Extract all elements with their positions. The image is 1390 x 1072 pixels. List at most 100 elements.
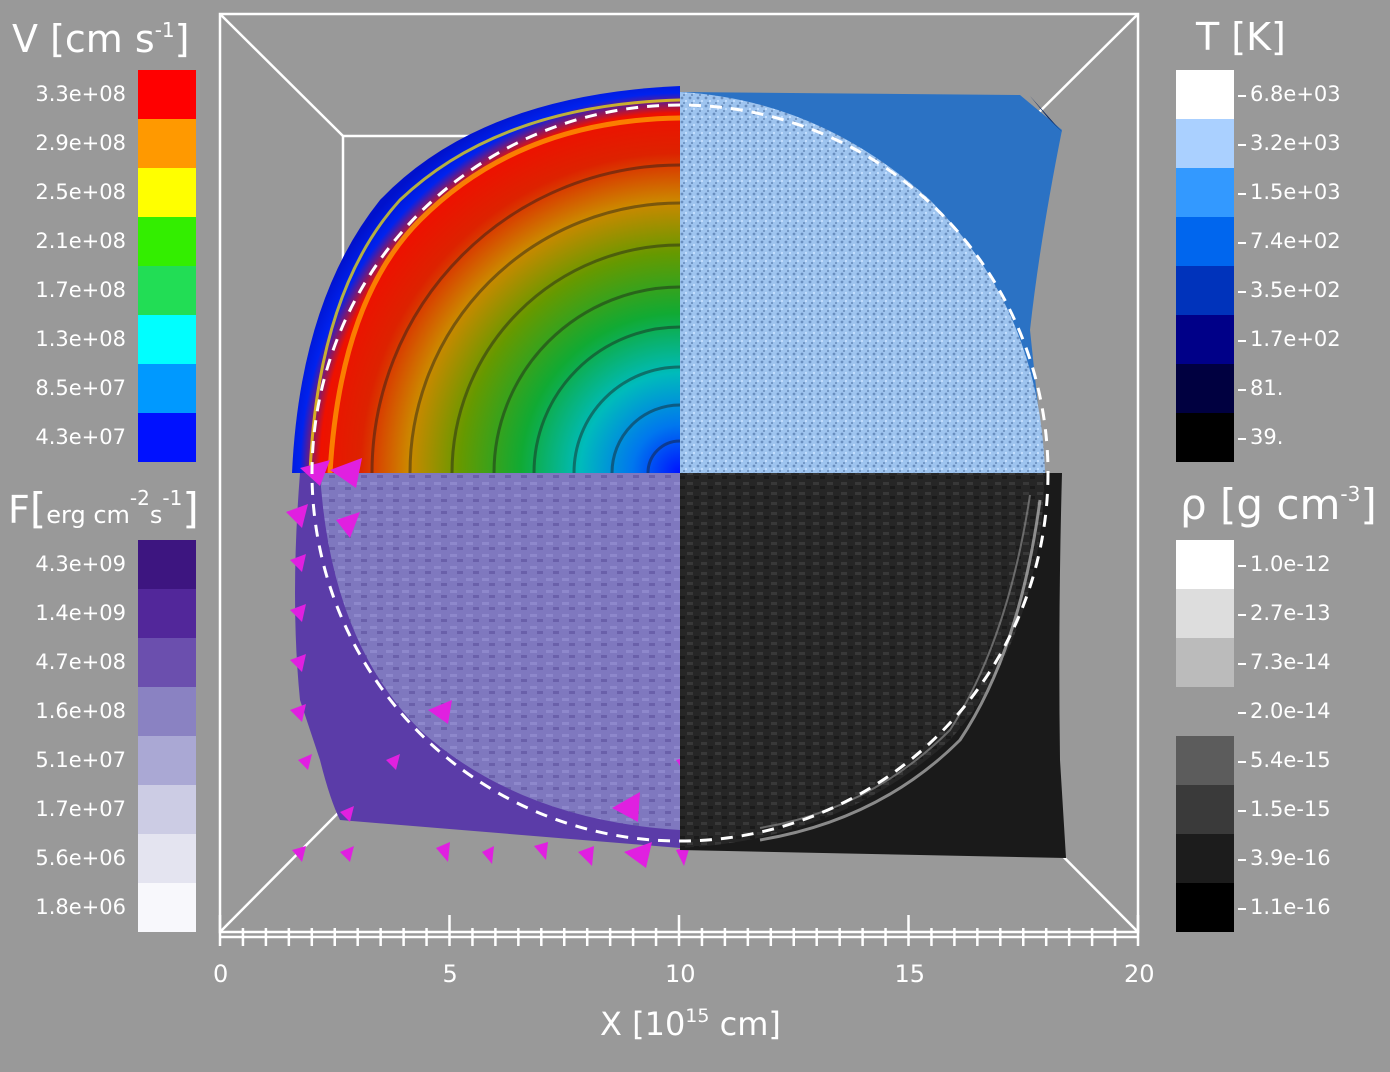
temperature-tick-mark <box>1238 192 1246 195</box>
flux-swatch <box>138 638 196 687</box>
velocity-swatch <box>138 70 196 119</box>
temperature-swatch <box>1176 413 1234 462</box>
velocity-tick-label: 2.9e+08 <box>35 130 126 155</box>
temperature-tick-mark <box>1238 241 1246 244</box>
density-tick-label: 1.1e-16 <box>1250 894 1331 919</box>
velocity-colorbar <box>138 70 196 462</box>
density-colorbar <box>1176 540 1234 932</box>
x-tick-label: 15 <box>894 960 926 988</box>
density-tick-label: 5.4e-15 <box>1250 747 1331 772</box>
density-swatch <box>1176 785 1234 834</box>
velocity-tick-label: 1.7e+08 <box>35 277 126 302</box>
flux-swatch <box>138 834 196 883</box>
temperature-tick-label: 3.2e+03 <box>1250 130 1341 155</box>
density-swatch <box>1176 589 1234 638</box>
density-swatch <box>1176 883 1234 932</box>
flux-tick-label: 5.6e+06 <box>35 845 126 870</box>
x-tick-label: 5 <box>442 960 458 988</box>
density-tick-label: 7.3e-14 <box>1250 649 1331 674</box>
temperature-tick-label: 1.7e+02 <box>1250 326 1341 351</box>
flux-tick-label: 1.8e+06 <box>35 894 126 919</box>
density-tick-mark <box>1238 613 1246 616</box>
x-tick-label: 20 <box>1124 960 1155 988</box>
flux-swatch <box>138 589 196 638</box>
temperature-swatch <box>1176 70 1234 119</box>
temperature-tick-label: 39. <box>1250 424 1284 449</box>
temperature-swatch <box>1176 364 1234 413</box>
flux-tick-label: 1.6e+08 <box>35 698 126 723</box>
density-tick-mark <box>1238 907 1246 910</box>
velocity-swatch <box>138 364 196 413</box>
flux-swatch <box>138 687 196 736</box>
density-tick-mark <box>1238 662 1246 665</box>
temperature-swatch <box>1176 315 1234 364</box>
density-swatch <box>1176 540 1234 589</box>
flux-swatch <box>138 540 196 589</box>
velocity-swatch <box>138 217 196 266</box>
density-tick-mark <box>1238 760 1246 763</box>
density-swatch <box>1176 638 1234 687</box>
density-tick-label: 1.5e-15 <box>1250 796 1331 821</box>
temperature-swatch <box>1176 266 1234 315</box>
temperature-swatch <box>1176 119 1234 168</box>
velocity-tick-label: 2.5e+08 <box>35 179 126 204</box>
temperature-tick-mark <box>1238 437 1246 440</box>
density-tick-mark <box>1238 809 1246 812</box>
temperature-tick-label: 6.8e+03 <box>1250 81 1341 106</box>
temperature-swatch <box>1176 217 1234 266</box>
density-tick-mark <box>1238 711 1246 714</box>
velocity-swatch <box>138 266 196 315</box>
density-tick-label: 3.9e-16 <box>1250 845 1331 870</box>
flux-tick-label: 4.3e+09 <box>35 551 126 576</box>
density-swatch <box>1176 736 1234 785</box>
temperature-colorbar <box>1176 70 1234 462</box>
x-axis-label: X [1015 cm] <box>600 1005 781 1043</box>
velocity-swatch <box>138 168 196 217</box>
temperature-legend-title: T [K] <box>1196 15 1286 59</box>
velocity-swatch <box>138 413 196 462</box>
velocity-legend-title: V [cm s-1] <box>12 17 190 61</box>
flux-legend-title: F[erg cm-2s-1] <box>8 484 199 533</box>
temperature-tick-label: 81. <box>1250 375 1284 400</box>
density-tick-label: 2.7e-13 <box>1250 600 1331 625</box>
velocity-tick-label: 8.5e+07 <box>35 375 126 400</box>
velocity-quadrant <box>292 86 681 474</box>
flux-swatch <box>138 785 196 834</box>
temperature-tick-mark <box>1238 339 1246 342</box>
velocity-swatch <box>138 315 196 364</box>
flux-swatch <box>138 883 196 932</box>
temperature-tick-mark <box>1238 143 1246 146</box>
flux-tick-label: 5.1e+07 <box>35 747 126 772</box>
temperature-tick-label: 3.5e+02 <box>1250 277 1341 302</box>
flux-tick-label: 1.7e+07 <box>35 796 126 821</box>
flux-colorbar <box>138 540 196 932</box>
x-tick-label: 10 <box>665 960 696 988</box>
flux-swatch <box>138 736 196 785</box>
density-tick-label: 1.0e-12 <box>1250 551 1331 576</box>
x-axis <box>218 915 1140 946</box>
density-tick-mark <box>1238 858 1246 861</box>
velocity-tick-label: 1.3e+08 <box>35 326 126 351</box>
density-swatch <box>1176 834 1234 883</box>
flux-quadrant <box>286 458 690 868</box>
density-quadrant <box>680 473 1066 858</box>
temperature-quadrant <box>680 92 1062 473</box>
temperature-tick-label: 7.4e+02 <box>1250 228 1341 253</box>
temperature-tick-mark <box>1238 94 1246 97</box>
temperature-tick-mark <box>1238 290 1246 293</box>
flux-tick-label: 4.7e+08 <box>35 649 126 674</box>
velocity-swatch <box>138 119 196 168</box>
density-tick-label: 2.0e-14 <box>1250 698 1331 723</box>
velocity-tick-label: 4.3e+07 <box>35 424 126 449</box>
temperature-tick-mark <box>1238 388 1246 391</box>
density-tick-mark <box>1238 564 1246 567</box>
temperature-swatch <box>1176 168 1234 217</box>
density-swatch <box>1176 687 1234 736</box>
density-legend-title: ρ [g cm-3] <box>1180 480 1377 529</box>
velocity-tick-label: 2.1e+08 <box>35 228 126 253</box>
velocity-tick-label: 3.3e+08 <box>35 81 126 106</box>
flux-tick-label: 1.4e+09 <box>35 600 126 625</box>
x-tick-label: 0 <box>213 960 229 988</box>
temperature-tick-label: 1.5e+03 <box>1250 179 1341 204</box>
